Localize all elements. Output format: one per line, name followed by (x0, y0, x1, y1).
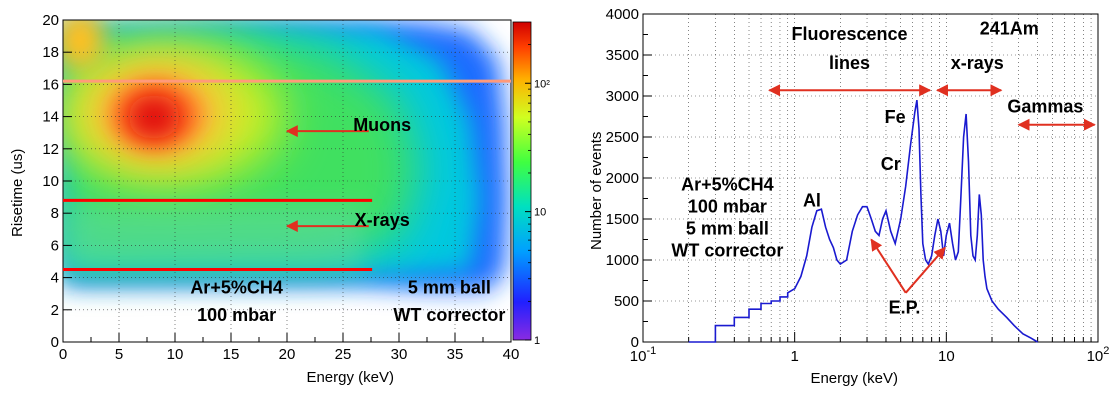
cut-lines (63, 79, 511, 272)
spectrum-y-tick-label: 3500 (606, 47, 639, 64)
heatmap-y-tick-label: 16 (42, 76, 59, 93)
spectrum-annotation: E.P. (889, 297, 921, 317)
spectrum-annotation: 5 mm ball (686, 219, 769, 239)
spectrum-series-line (688, 99, 1039, 343)
spectrum-x-tick-label: 1 (790, 348, 798, 365)
spectrum-y-tick-label: 2000 (606, 170, 639, 187)
spectrum-plot-area (643, 14, 1098, 342)
heatmap-annotation: Ar+5%CH4 (190, 278, 283, 298)
heatmap-y-tick-label: 8 (51, 205, 59, 222)
spectrum-y-tick-label: 4000 (606, 6, 639, 23)
heatmap-annotation: WT corrector (393, 305, 505, 325)
heatmap-grid (63, 20, 511, 342)
spectrum-annotations: Al Cr Fe Fluorescence lines 241Am x-rays Gammas… (671, 19, 1083, 318)
heatmap-y-tick-label: 12 (42, 141, 59, 158)
heatmap-y-tick-label: 14 (42, 109, 59, 126)
heatmap-x-tick-label: 40 (503, 346, 520, 363)
spectrum-x-tick-exponent: -1 (646, 345, 656, 357)
spectrum-annotation: x-rays (951, 53, 1004, 73)
heatmap-annotation: 5 mm ball (408, 278, 491, 298)
spectrum-x-tick-label: 10 (938, 348, 955, 365)
heatmap-x-tick-label: 0 (59, 346, 67, 363)
heatmap-annotations: Muons X-rays Ar+5%CH4 100 mbar 5 mm ball WT c… (190, 115, 505, 325)
spectrum-peak-label: Al (803, 191, 821, 211)
heatmap-y-tick-label: 6 (51, 237, 59, 254)
heatmap-x-tick-label: 20 (279, 346, 296, 363)
heatmap-annotation: 100 mbar (197, 305, 276, 325)
colorbar-ticks: 1 10 10² (525, 44, 550, 347)
spectrum-y-tick-label: 1500 (606, 211, 639, 228)
spectrum-x-tick-base: 10 (938, 348, 955, 365)
colorbar-tick-label: 1 (534, 335, 540, 347)
spectrum-y-tick-label: 3000 (606, 88, 639, 105)
colorbar-tick-label: 10 (534, 207, 546, 219)
escape-peak-arrow (904, 246, 946, 294)
spectrum-peak-label: Cr (881, 154, 901, 174)
colorbar-tick-label: 10² (534, 78, 550, 90)
spectrum-annotation: WT corrector (671, 241, 783, 261)
spectrum-grid (643, 14, 1098, 342)
spectrum-y-tick-label: 0 (631, 334, 639, 351)
spectrum-x-tick-label: 102 (1087, 345, 1110, 365)
heatmap-x-tick-label: 25 (335, 346, 352, 363)
spectrum-y-tick-label: 2500 (606, 129, 639, 146)
heatmap-y-tick-label: 10 (42, 173, 59, 190)
heatmap-y-tick-label: 0 (51, 334, 59, 351)
spectrum-annotation: lines (829, 53, 870, 73)
spectrum-x-tick-exponent: 2 (1103, 345, 1109, 357)
heatmap-x-tick-label: 30 (391, 346, 408, 363)
escape-peak-arrow (870, 238, 907, 294)
heatmap-y-tick-label: 4 (51, 270, 59, 287)
spectrum-y-tick-label: 500 (614, 293, 639, 310)
heatmap-y-tick-label: 18 (42, 44, 59, 61)
heatmap-x-axis-title: Energy (keV) (306, 369, 394, 386)
spectrum-annotation: Fluorescence (791, 24, 907, 44)
spectrum-arrows (768, 84, 1096, 294)
heatmap-x-tick-label: 15 (223, 346, 240, 363)
heatmap-annotation: Muons (353, 115, 411, 135)
spectrum-annotation: 241Am (980, 19, 1039, 39)
spectrum-x-tick-base: 10 (630, 348, 647, 365)
spectrum-y-axis-title: Number of events (588, 132, 605, 250)
spectrum-annotation: 100 mbar (688, 196, 767, 216)
heatmap-y-tick-label: 2 (51, 302, 59, 319)
colorbar (513, 22, 531, 340)
spectrum-peak-label: Fe (885, 107, 906, 127)
heatmap-ticks: 0 5 10 15 20 25 30 35 40 0 2 4 6 8 10 12 14 16 18 20 (42, 12, 519, 363)
heatmap-y-tick-label: 20 (42, 12, 59, 29)
spectrum-x-tick-base: 1 (790, 348, 798, 365)
heatmap-y-axis-title: Risetime (us) (9, 149, 26, 237)
heatmap-arrows (285, 125, 369, 233)
spectrum-x-axis-title: Energy (keV) (810, 370, 898, 387)
spectrum-y-tick-label: 1000 (606, 252, 639, 269)
heatmap-annotation: X-rays (355, 210, 410, 230)
colorbar-frame (512, 21, 532, 341)
spectrum-annotation: Ar+5%CH4 (681, 174, 774, 194)
spectrum-x-tick-base: 10 (1087, 348, 1104, 365)
heatmap-x-tick-label: 35 (447, 346, 464, 363)
heatmap-x-tick-label: 10 (167, 346, 184, 363)
spectrum-x-tick-label: 10-1 (630, 345, 656, 365)
spectrum-annotation: Gammas (1007, 96, 1083, 116)
heatmap-panel: 0 5 10 15 20 25 30 35 40 0 2 4 6 8 10 12 14 16 18 20 Muons X… (9, 12, 550, 386)
heatmap-density (63, 20, 511, 342)
heatmap-x-tick-label: 5 (115, 346, 123, 363)
